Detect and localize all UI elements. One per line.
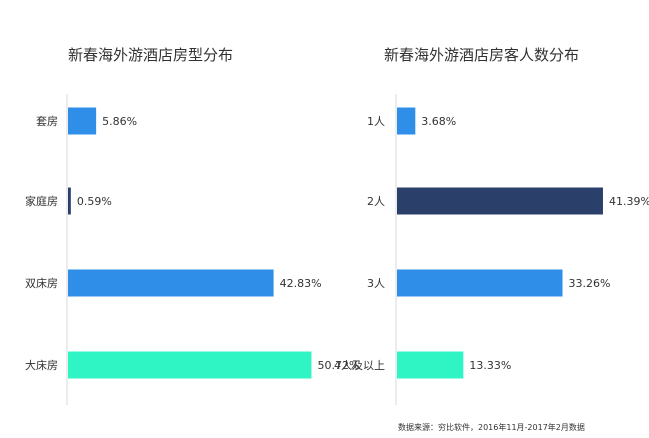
category-label: 4人及以上 <box>334 359 385 372</box>
value-label: 50.72% <box>317 359 359 372</box>
bar-0-0 <box>68 107 97 135</box>
category-label: 大床房 <box>25 358 58 372</box>
chart-title-guest-count: 新春海外游酒店房客人数分布 <box>384 46 580 64</box>
category-label: 套房 <box>36 115 58 128</box>
bar-1-1 <box>397 187 603 215</box>
bar-0-2 <box>68 269 274 297</box>
value-label: 42.83% <box>280 277 322 290</box>
value-label: 41.39% <box>609 195 649 208</box>
value-label: 5.86% <box>102 115 137 128</box>
bar-0-3 <box>68 351 312 379</box>
value-label: 13.33% <box>469 359 511 372</box>
category-label: 2人 <box>367 195 385 208</box>
value-label: 3.68% <box>421 115 456 128</box>
data-source-note: 数据来源：穷比软件，2016年11月-2017年2月数据 <box>398 423 585 432</box>
bar-1-0 <box>397 107 416 135</box>
category-label: 1人 <box>367 115 385 128</box>
value-label: 0.59% <box>77 195 112 208</box>
bar-0-1 <box>68 187 71 215</box>
bar-1-2 <box>397 269 563 297</box>
category-label: 3人 <box>367 277 385 290</box>
value-label: 33.26% <box>569 277 611 290</box>
bar-1-3 <box>397 351 464 379</box>
category-label: 双床房 <box>25 276 58 290</box>
category-label: 家庭房 <box>25 194 58 208</box>
chart-title-room-type: 新春海外游酒店房型分布 <box>68 46 234 64</box>
